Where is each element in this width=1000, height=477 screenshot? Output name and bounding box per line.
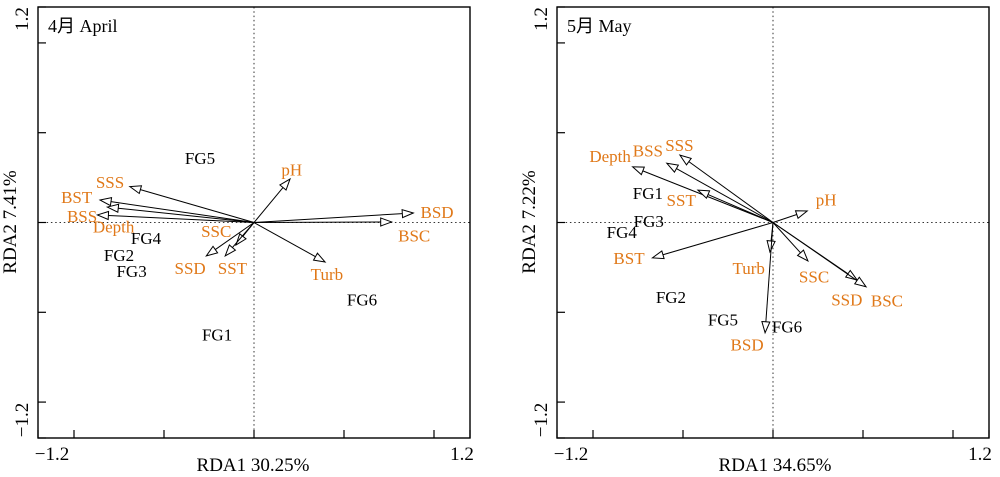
env-arrow-shaft-pH <box>253 187 284 223</box>
species-label-FG5: FG5 <box>185 149 215 168</box>
species-label-FG4: FG4 <box>607 223 638 242</box>
env-arrowhead-BSS <box>105 203 120 213</box>
env-arrow-shaft-BST <box>662 222 774 256</box>
env-arrow-label-Turb: Turb <box>311 265 343 284</box>
env-arrowhead-SSC <box>796 249 809 263</box>
env-arrowhead-SSD <box>844 269 859 281</box>
env-arrow-label-SSC: SSC <box>799 267 829 286</box>
env-arrow-shaft-SST <box>232 222 255 248</box>
species-label-FG4: FG4 <box>131 229 162 248</box>
env-arrow-label-SSS: SSS <box>96 173 124 192</box>
species-label-FG6: FG6 <box>347 291 377 310</box>
species-label-FG3: FG3 <box>116 262 146 281</box>
env-arrowhead-BSD <box>761 320 771 335</box>
env-arrow-label-BST: BST <box>613 249 645 268</box>
env-arrowhead-SST <box>224 244 237 258</box>
env-arrow-label-SSS: SSS <box>665 136 693 155</box>
env-arrowhead-Depth <box>95 210 110 221</box>
env-arrowhead-BSC <box>380 217 394 227</box>
env-arrowhead-BST <box>650 250 665 260</box>
species-label-FG2: FG2 <box>656 288 686 307</box>
env-arrowhead-pH <box>794 210 809 220</box>
species-label-FG5: FG5 <box>708 310 738 329</box>
env-arrowhead-Turb <box>312 252 327 263</box>
env-arrowhead-BSD <box>401 208 415 219</box>
env-arrow-label-SSD: SSD <box>175 259 206 278</box>
env-arrow-shaft-Depth <box>642 170 774 223</box>
env-arrow-shaft-Turb <box>253 222 316 258</box>
env-arrow-shaft-BSD <box>765 222 774 322</box>
species-label-FG1: FG1 <box>633 184 663 203</box>
env-arrow-label-SSD: SSD <box>831 291 862 310</box>
species-label-FG3: FG3 <box>634 212 664 231</box>
env-arrow-shaft-BSD <box>253 213 403 223</box>
env-arrow-shaft-SSC <box>772 222 801 254</box>
env-arrowhead-BSS <box>665 162 680 173</box>
env-arrowhead-pH <box>279 177 291 191</box>
env-arrow-shaft-SSD <box>215 222 255 251</box>
env-arrow-shaft-BST <box>110 201 255 223</box>
species-label-FG1: FG1 <box>202 326 232 345</box>
env-arrow-label-Turb: Turb <box>732 259 764 278</box>
env-arrowhead-SSS <box>678 154 693 166</box>
env-arrow-label-BSC: BSC <box>398 226 430 245</box>
env-arrow-shaft-BSS <box>118 207 255 223</box>
env-arrow-shaft-BSS <box>676 168 774 223</box>
env-arrowhead-SSC <box>235 233 247 247</box>
species-label-FG6: FG6 <box>772 318 802 337</box>
env-arrowhead-SST <box>696 189 711 200</box>
env-arrow-label-pH: pH <box>281 160 302 179</box>
env-arrow-label-pH: pH <box>816 190 837 209</box>
env-arrow-shaft-SSS <box>688 161 774 223</box>
env-arrow-label-BSD: BSD <box>731 336 764 355</box>
env-arrow-label-SST: SST <box>667 191 697 210</box>
env-arrow-shaft-pH <box>772 214 797 223</box>
env-arrowhead-Depth <box>631 166 646 176</box>
env-arrow-label-SSC: SSC <box>201 222 231 241</box>
env-arrow-shaft-Depth <box>108 214 255 223</box>
env-arrowhead-BST <box>98 197 113 207</box>
env-arrow-label-Depth: Depth <box>589 147 631 166</box>
env-arrow-label-BSS: BSS <box>67 207 97 226</box>
env-arrow-label-BSD: BSD <box>421 203 454 222</box>
env-arrow-label-SST: SST <box>218 259 248 278</box>
env-arrowhead-SSS <box>128 185 143 195</box>
env-arrow-shaft-BSC <box>772 222 858 281</box>
env-arrow-label-Depth: Depth <box>93 217 135 236</box>
species-label-FG2: FG2 <box>104 246 134 265</box>
env-arrow-shaft-SSS <box>140 189 255 223</box>
env-arrowhead-SSD <box>205 245 219 257</box>
env-arrowhead-BSC <box>853 276 868 288</box>
env-arrow-label-BST: BST <box>61 188 93 207</box>
env-arrow-label-BSS: BSS <box>633 142 663 161</box>
env-arrow-label-BSC: BSC <box>871 292 903 311</box>
env-arrow-shaft-SST <box>707 194 774 223</box>
